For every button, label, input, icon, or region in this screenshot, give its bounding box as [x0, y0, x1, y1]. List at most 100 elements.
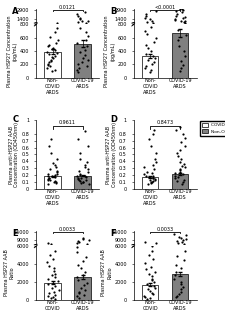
- Point: [152, 285, 156, 290]
- Point: [181, 162, 185, 167]
- Point: [50, 55, 53, 60]
- Point: [79, 181, 82, 186]
- Point: [76, 277, 79, 282]
- Point: [176, 27, 179, 32]
- Point: [79, 60, 83, 65]
- Point: [78, 15, 81, 20]
- Point: [50, 173, 54, 178]
- Point: [150, 290, 153, 295]
- Point: [56, 278, 60, 283]
- Point: [53, 179, 57, 184]
- Point: [52, 289, 56, 294]
- Point: [182, 165, 186, 170]
- Point: [152, 270, 156, 275]
- Point: [152, 283, 155, 288]
- Point: [79, 175, 82, 180]
- Point: [77, 239, 81, 244]
- Point: [174, 151, 178, 156]
- Point: [76, 62, 79, 67]
- Point: [78, 50, 82, 55]
- Point: [142, 240, 146, 245]
- Point: [151, 257, 154, 262]
- Point: [53, 296, 57, 301]
- Y-axis label: Plasma anti-HSP27 AAB
Concentration (OD450nm): Plasma anti-HSP27 AAB Concentration (OD4…: [9, 122, 19, 187]
- Point: [53, 67, 57, 72]
- Point: [49, 295, 52, 300]
- Point: [144, 51, 148, 56]
- Point: [174, 179, 178, 184]
- Point: [181, 180, 184, 185]
- Point: [144, 32, 148, 37]
- Text: 0.8473: 0.8473: [156, 120, 173, 125]
- Point: [74, 250, 78, 255]
- Point: [176, 291, 180, 296]
- Point: [86, 170, 90, 175]
- Point: [76, 137, 79, 142]
- Bar: [171, 274, 188, 300]
- Point: [178, 69, 181, 74]
- Point: [55, 168, 58, 173]
- Point: [146, 181, 149, 186]
- Point: [46, 294, 49, 299]
- Point: [150, 174, 154, 179]
- Point: [48, 64, 52, 69]
- Bar: [44, 52, 61, 78]
- Point: [150, 179, 154, 184]
- Text: 0.0033: 0.0033: [156, 227, 173, 232]
- Point: [173, 176, 176, 181]
- Point: [178, 6, 181, 11]
- Point: [181, 258, 185, 263]
- Point: [51, 256, 54, 261]
- Point: [180, 172, 184, 177]
- Point: [46, 177, 50, 182]
- Point: [81, 236, 85, 241]
- Point: [75, 245, 79, 250]
- Point: [86, 58, 90, 63]
- Point: [85, 280, 89, 285]
- Point: [152, 60, 155, 65]
- Point: [83, 164, 86, 169]
- Point: [76, 70, 79, 75]
- Point: [81, 180, 84, 185]
- Y-axis label: Plasma HSP27 AAB
Ratio: Plasma HSP27 AAB Ratio: [101, 249, 112, 296]
- Point: [51, 56, 55, 61]
- Point: [151, 20, 154, 25]
- Bar: [44, 176, 61, 189]
- Point: [172, 273, 176, 278]
- Point: [148, 295, 151, 300]
- Point: [176, 38, 180, 43]
- Bar: [74, 176, 90, 189]
- Point: [151, 176, 154, 181]
- Point: [143, 13, 147, 18]
- Point: [176, 241, 179, 246]
- Point: [146, 287, 149, 292]
- Point: [47, 175, 51, 180]
- Point: [55, 156, 58, 161]
- Point: [53, 174, 56, 179]
- Point: [51, 160, 54, 165]
- Point: [54, 41, 58, 46]
- Point: [75, 177, 79, 182]
- Point: [144, 12, 148, 17]
- Point: [146, 174, 150, 179]
- Point: [83, 47, 86, 52]
- Point: [146, 46, 150, 51]
- Point: [172, 170, 176, 175]
- Point: [55, 25, 59, 30]
- Point: [86, 181, 90, 186]
- Point: [173, 128, 177, 133]
- Point: [173, 270, 177, 275]
- Point: [149, 181, 152, 186]
- Point: [48, 252, 52, 257]
- Point: [182, 135, 186, 140]
- Point: [81, 283, 85, 288]
- Point: [52, 269, 56, 274]
- Point: [149, 25, 153, 30]
- Point: [48, 167, 52, 172]
- Point: [84, 20, 88, 25]
- Point: [86, 34, 90, 39]
- Point: [53, 173, 57, 178]
- Point: [75, 173, 79, 178]
- Point: [54, 165, 58, 170]
- Point: [176, 43, 180, 48]
